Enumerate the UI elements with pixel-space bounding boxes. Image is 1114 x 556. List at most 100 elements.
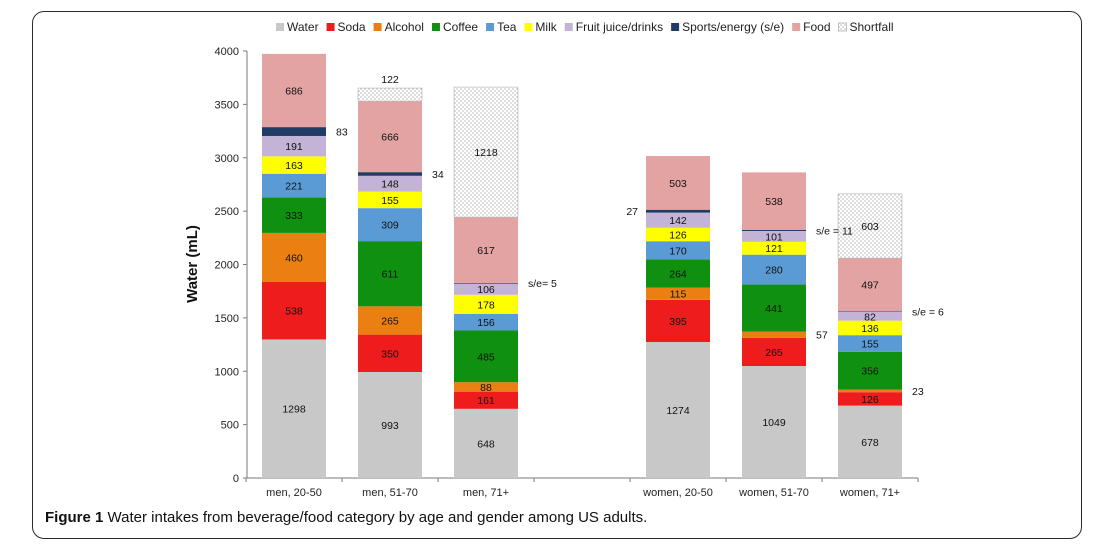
bar-segment-fruit-juice-drinks (262, 135, 326, 157)
bar-segment-food (358, 101, 422, 173)
data-label: 1049 (762, 417, 786, 429)
data-label: 460 (285, 252, 303, 264)
legend-entry-tea: Tea (497, 20, 517, 34)
legend-entry-milk: Milk (535, 20, 557, 34)
bar-segment-fruit-juice-drinks (838, 311, 902, 321)
bar-segment-sports-energy-s-e (358, 172, 422, 176)
y-tick-label: 0 (233, 473, 239, 485)
bar-segment-milk (838, 320, 902, 336)
bar-segment-coffee (262, 197, 326, 233)
bar-segment-food (646, 156, 710, 210)
bar-segment-coffee (358, 241, 422, 307)
data-label: 617 (477, 245, 495, 257)
data-label: 88 (480, 382, 492, 394)
legend-entry-alcohol: Alcohol (385, 20, 424, 34)
x-tick-label: men, 51-70 (362, 487, 418, 499)
bar-segment-sports-energy-s-e (262, 127, 326, 136)
bar-segment-food (742, 172, 806, 230)
legend-swatch-water (276, 23, 284, 31)
bar-segment-alcohol (742, 331, 806, 338)
data-label: 309 (381, 220, 399, 232)
bar-segment-shortfall (357, 87, 423, 102)
bar-segment-sports-energy-s-e (742, 229, 806, 231)
data-label: 115 (670, 289, 687, 301)
data-label: 497 (861, 280, 879, 292)
bar-segment-shortfall (453, 86, 519, 218)
legend-entry-coffee: Coffee (443, 20, 478, 34)
bar-segment-alcohol (646, 287, 710, 300)
data-label: 350 (381, 348, 399, 360)
data-label: 191 (285, 141, 303, 153)
bar-segment-soda (838, 392, 902, 406)
legend-swatch-soda (326, 23, 335, 31)
legend-swatch-food (792, 23, 801, 31)
bar-segment-alcohol (262, 232, 326, 283)
legend-swatch-sports-energy-s-e (671, 23, 680, 31)
legend-swatch-tea (486, 23, 495, 31)
bar-segment-fruit-juice-drinks (358, 175, 422, 192)
annotation-label: 122 (381, 74, 399, 86)
data-label: 1298 (282, 404, 306, 416)
y-tick-label: 1500 (215, 313, 239, 325)
bar-segment-tea (358, 208, 422, 242)
legend-swatch-coffee (431, 23, 440, 31)
bar-segment-food (262, 53, 326, 128)
data-label: 155 (861, 338, 879, 350)
bar-segment-water (838, 405, 902, 478)
bar-segment-milk (646, 227, 710, 242)
y-tick-label: 3500 (215, 99, 239, 111)
data-label: 178 (477, 299, 495, 311)
bar-segment-tea (454, 313, 518, 331)
legend-swatch-alcohol (373, 23, 382, 31)
bar-segment-tea (838, 335, 902, 352)
bar-segment-soda (646, 299, 710, 343)
annotation-label: 83 (336, 127, 348, 139)
y-tick-label: 2500 (215, 206, 239, 218)
chart-legend: Water Soda Alcohol Coffee Tea Milk Fruit juice… (276, 20, 894, 34)
bar-segment-tea (742, 254, 806, 285)
data-label: 221 (285, 181, 303, 193)
data-label: 163 (285, 160, 303, 172)
legend-swatch-shortfall (838, 22, 847, 32)
data-label: 441 (765, 303, 783, 315)
data-label: 148 (381, 179, 399, 191)
data-label: 538 (285, 306, 303, 318)
annotation-label: 27 (626, 206, 638, 218)
data-label: 1274 (666, 405, 690, 417)
data-label: 648 (477, 438, 495, 450)
legend-swatch-milk (524, 23, 533, 31)
bar-segment-tea (646, 241, 710, 260)
bar-segment-milk (742, 241, 806, 255)
bar-segment-soda (742, 337, 806, 367)
bar-segment-sports-energy-s-e (838, 311, 902, 312)
data-label: 101 (765, 231, 783, 243)
data-label: 666 (381, 132, 399, 144)
data-label: 485 (477, 351, 495, 363)
y-tick-label: 1000 (215, 366, 239, 378)
y-tick-label: 500 (221, 420, 239, 432)
x-tick-label: men, 71+ (463, 487, 509, 499)
bar-segment-alcohol (454, 382, 518, 392)
data-label: 993 (381, 420, 399, 432)
bar-segment-alcohol (838, 389, 902, 393)
bar-segment-milk (454, 294, 518, 314)
bar-segment-shortfall (837, 193, 903, 259)
annotation-label: 34 (432, 169, 444, 181)
data-label: 395 (669, 316, 687, 328)
data-label: 126 (861, 394, 879, 406)
bar-segment-fruit-juice-drinks (646, 212, 710, 228)
figure-caption: Figure 1 Water intakes from beverage/foo… (45, 509, 647, 526)
annotation-label: s/e = 11 (816, 225, 853, 237)
bar-segment-water (358, 371, 422, 478)
data-label: 142 (669, 215, 687, 227)
bar-segment-coffee (742, 284, 806, 332)
legend-entry-water: Water (287, 20, 319, 34)
data-label: 1218 (474, 147, 498, 159)
data-label: 156 (477, 317, 495, 329)
data-label: 503 (669, 178, 687, 190)
bar-segment-coffee (646, 259, 710, 288)
data-label: 265 (381, 315, 399, 327)
bar-segment-coffee (838, 351, 902, 390)
data-label: 121 (765, 243, 783, 255)
y-tick-label: 4000 (215, 46, 239, 58)
